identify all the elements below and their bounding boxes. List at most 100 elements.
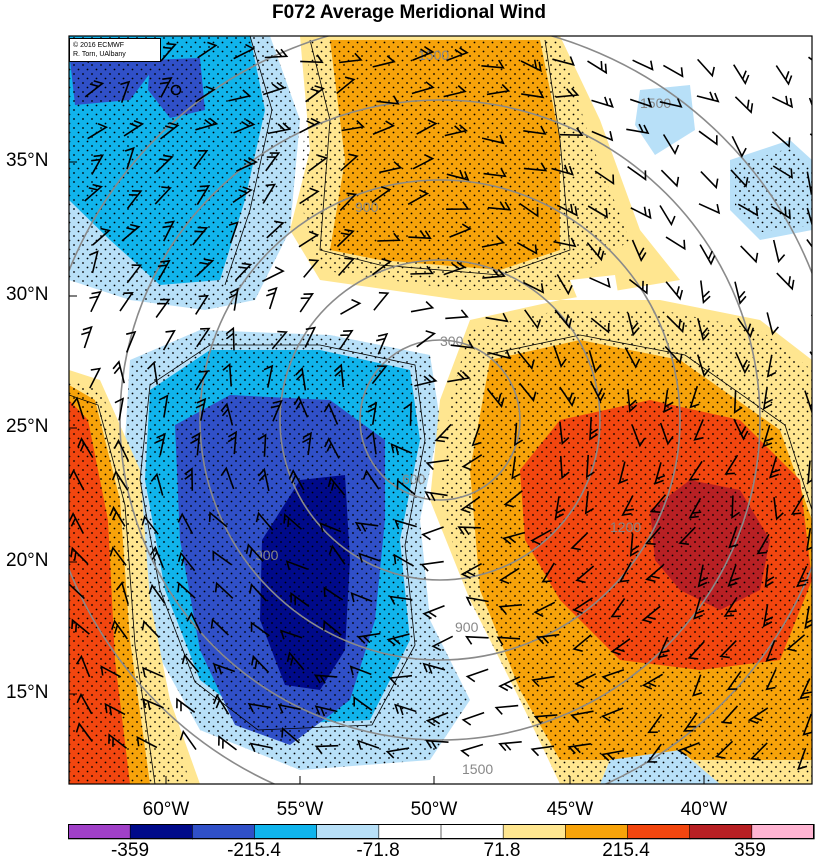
wind-barb [412,153,435,170]
wind-barb [584,491,594,515]
wind-barb [610,598,626,618]
wind-barb [121,223,141,242]
wind-barb [649,494,667,513]
wind-barb [314,705,338,717]
wind-barb [76,692,93,715]
wind-barb [220,466,235,490]
wind-barb [196,258,215,277]
wind-barb [376,332,389,355]
wind-barb [589,277,611,289]
wind-barb [264,48,289,59]
wind-barb [632,59,654,71]
wind-barb [299,293,315,313]
ring-label-900-b: 900 [455,619,479,635]
wind-barb [431,635,454,652]
wind-barb [590,317,610,334]
meridional-wind-map: 300 600 900 900 900 1200 1500 1500 1500 [68,35,813,785]
wind-barb [535,633,560,645]
wind-barb [806,207,812,227]
wind-barb [422,662,446,674]
wind-barb [126,264,143,284]
wind-barb [159,76,173,98]
wind-barb [81,325,93,349]
wind-barb [688,497,702,519]
wind-barb [75,654,91,678]
wind-barb [806,239,812,248]
wind-barb [336,228,355,248]
wind-barb [482,268,506,279]
wind-barb [693,419,704,441]
wind-barb [179,729,197,751]
wind-barb [266,220,285,239]
wind-barb [659,422,674,446]
wind-barb [740,245,759,264]
wind-barb [155,298,171,318]
wind-barb [71,396,85,420]
wind-barb [393,553,414,567]
wind-barb [520,59,542,73]
wind-barb [733,418,749,441]
wind-barb [446,201,470,210]
wind-barb [162,329,176,351]
wind-barb [663,389,674,414]
wind-barb [283,513,303,530]
wind-barb [730,169,749,188]
wind-barb [124,146,135,170]
wind-barb [641,673,664,690]
wind-barb [498,676,521,692]
wind-barb [372,120,396,136]
wind-barb [245,543,264,562]
wind-barb [629,97,653,108]
wind-barb [193,150,209,169]
wind-barb [357,739,380,750]
wind-barb [687,641,705,660]
wind-barb [267,122,292,135]
wind-barb [698,203,721,215]
wind-barb [682,712,698,732]
wind-barb [762,604,774,628]
wind-barb [414,374,438,387]
wind-barb [554,496,565,520]
wind-barb [631,239,647,262]
wind-barb [112,360,125,384]
wind-barb [177,512,194,535]
wind-barb [555,87,580,98]
wind-barb [155,154,174,173]
wind-barb [766,312,780,336]
wind-barb [148,583,166,604]
colorbar-cell [316,824,380,840]
wind-barb [299,187,320,205]
wind-barb [766,354,777,378]
wind-barb [416,119,438,135]
wind-barb [308,154,329,172]
wind-barb [265,152,281,172]
wind-barb [731,495,741,520]
wind-barb [235,157,258,172]
wind-barb [747,707,769,725]
wind-barb [460,496,481,514]
wind-barb [228,89,252,102]
wind-barb [498,567,520,585]
lat-label-30n: 30°N [6,284,49,305]
wind-barb [249,582,267,602]
wind-barb [210,618,229,636]
wind-barb [396,479,416,496]
wind-barb [790,494,805,515]
wind-barb [688,460,703,481]
wind-barb [222,362,232,387]
wind-barb [734,96,754,114]
wind-barb [69,468,85,491]
wind-barb [498,741,522,752]
wind-barb [460,743,484,757]
wind-barb [323,619,342,636]
wind-barb [647,713,663,734]
wind-barb [142,697,164,711]
wind-barb [160,122,180,140]
wind-barb [379,161,403,174]
wind-barb [483,168,507,178]
wind-barb [659,205,676,227]
wind-barb [513,422,524,447]
wind-barb [262,183,277,204]
wind-barb [214,581,234,599]
wind-barb [521,88,545,99]
